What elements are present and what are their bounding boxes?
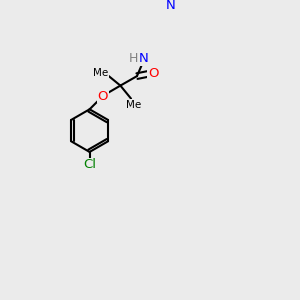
Text: Me: Me	[126, 100, 141, 110]
Text: Cl: Cl	[83, 158, 96, 172]
Text: O: O	[98, 90, 108, 103]
Text: O: O	[148, 67, 158, 80]
Text: N: N	[166, 0, 176, 12]
Text: N: N	[139, 52, 149, 65]
Text: Me: Me	[93, 68, 108, 78]
Text: H: H	[129, 52, 138, 65]
